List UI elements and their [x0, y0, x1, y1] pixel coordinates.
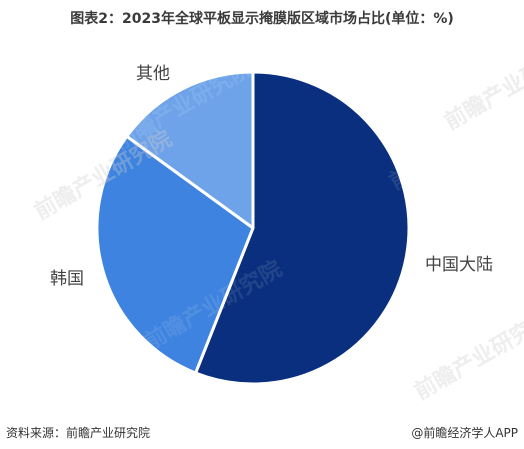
brand-label: @前瞻经济学人APP: [411, 426, 518, 440]
slice-label-2: 韩国: [50, 269, 84, 289]
slice-label-1: 中国大陆: [425, 255, 493, 275]
chart-title: 图表2：2023年全球平板显示掩膜版区域市场占比(单位：%): [70, 11, 454, 27]
pie-slice-1: [194, 70, 411, 386]
pie-slice-2: [95, 134, 255, 375]
slice-label-3: 其他: [136, 64, 170, 84]
pie-slice-3: [125, 70, 255, 230]
source-note: 资料来源：前瞻产业研究院: [6, 426, 151, 440]
pie-slices: [95, 70, 411, 386]
watermark-6: 前瞻产业研究院: [410, 306, 524, 406]
